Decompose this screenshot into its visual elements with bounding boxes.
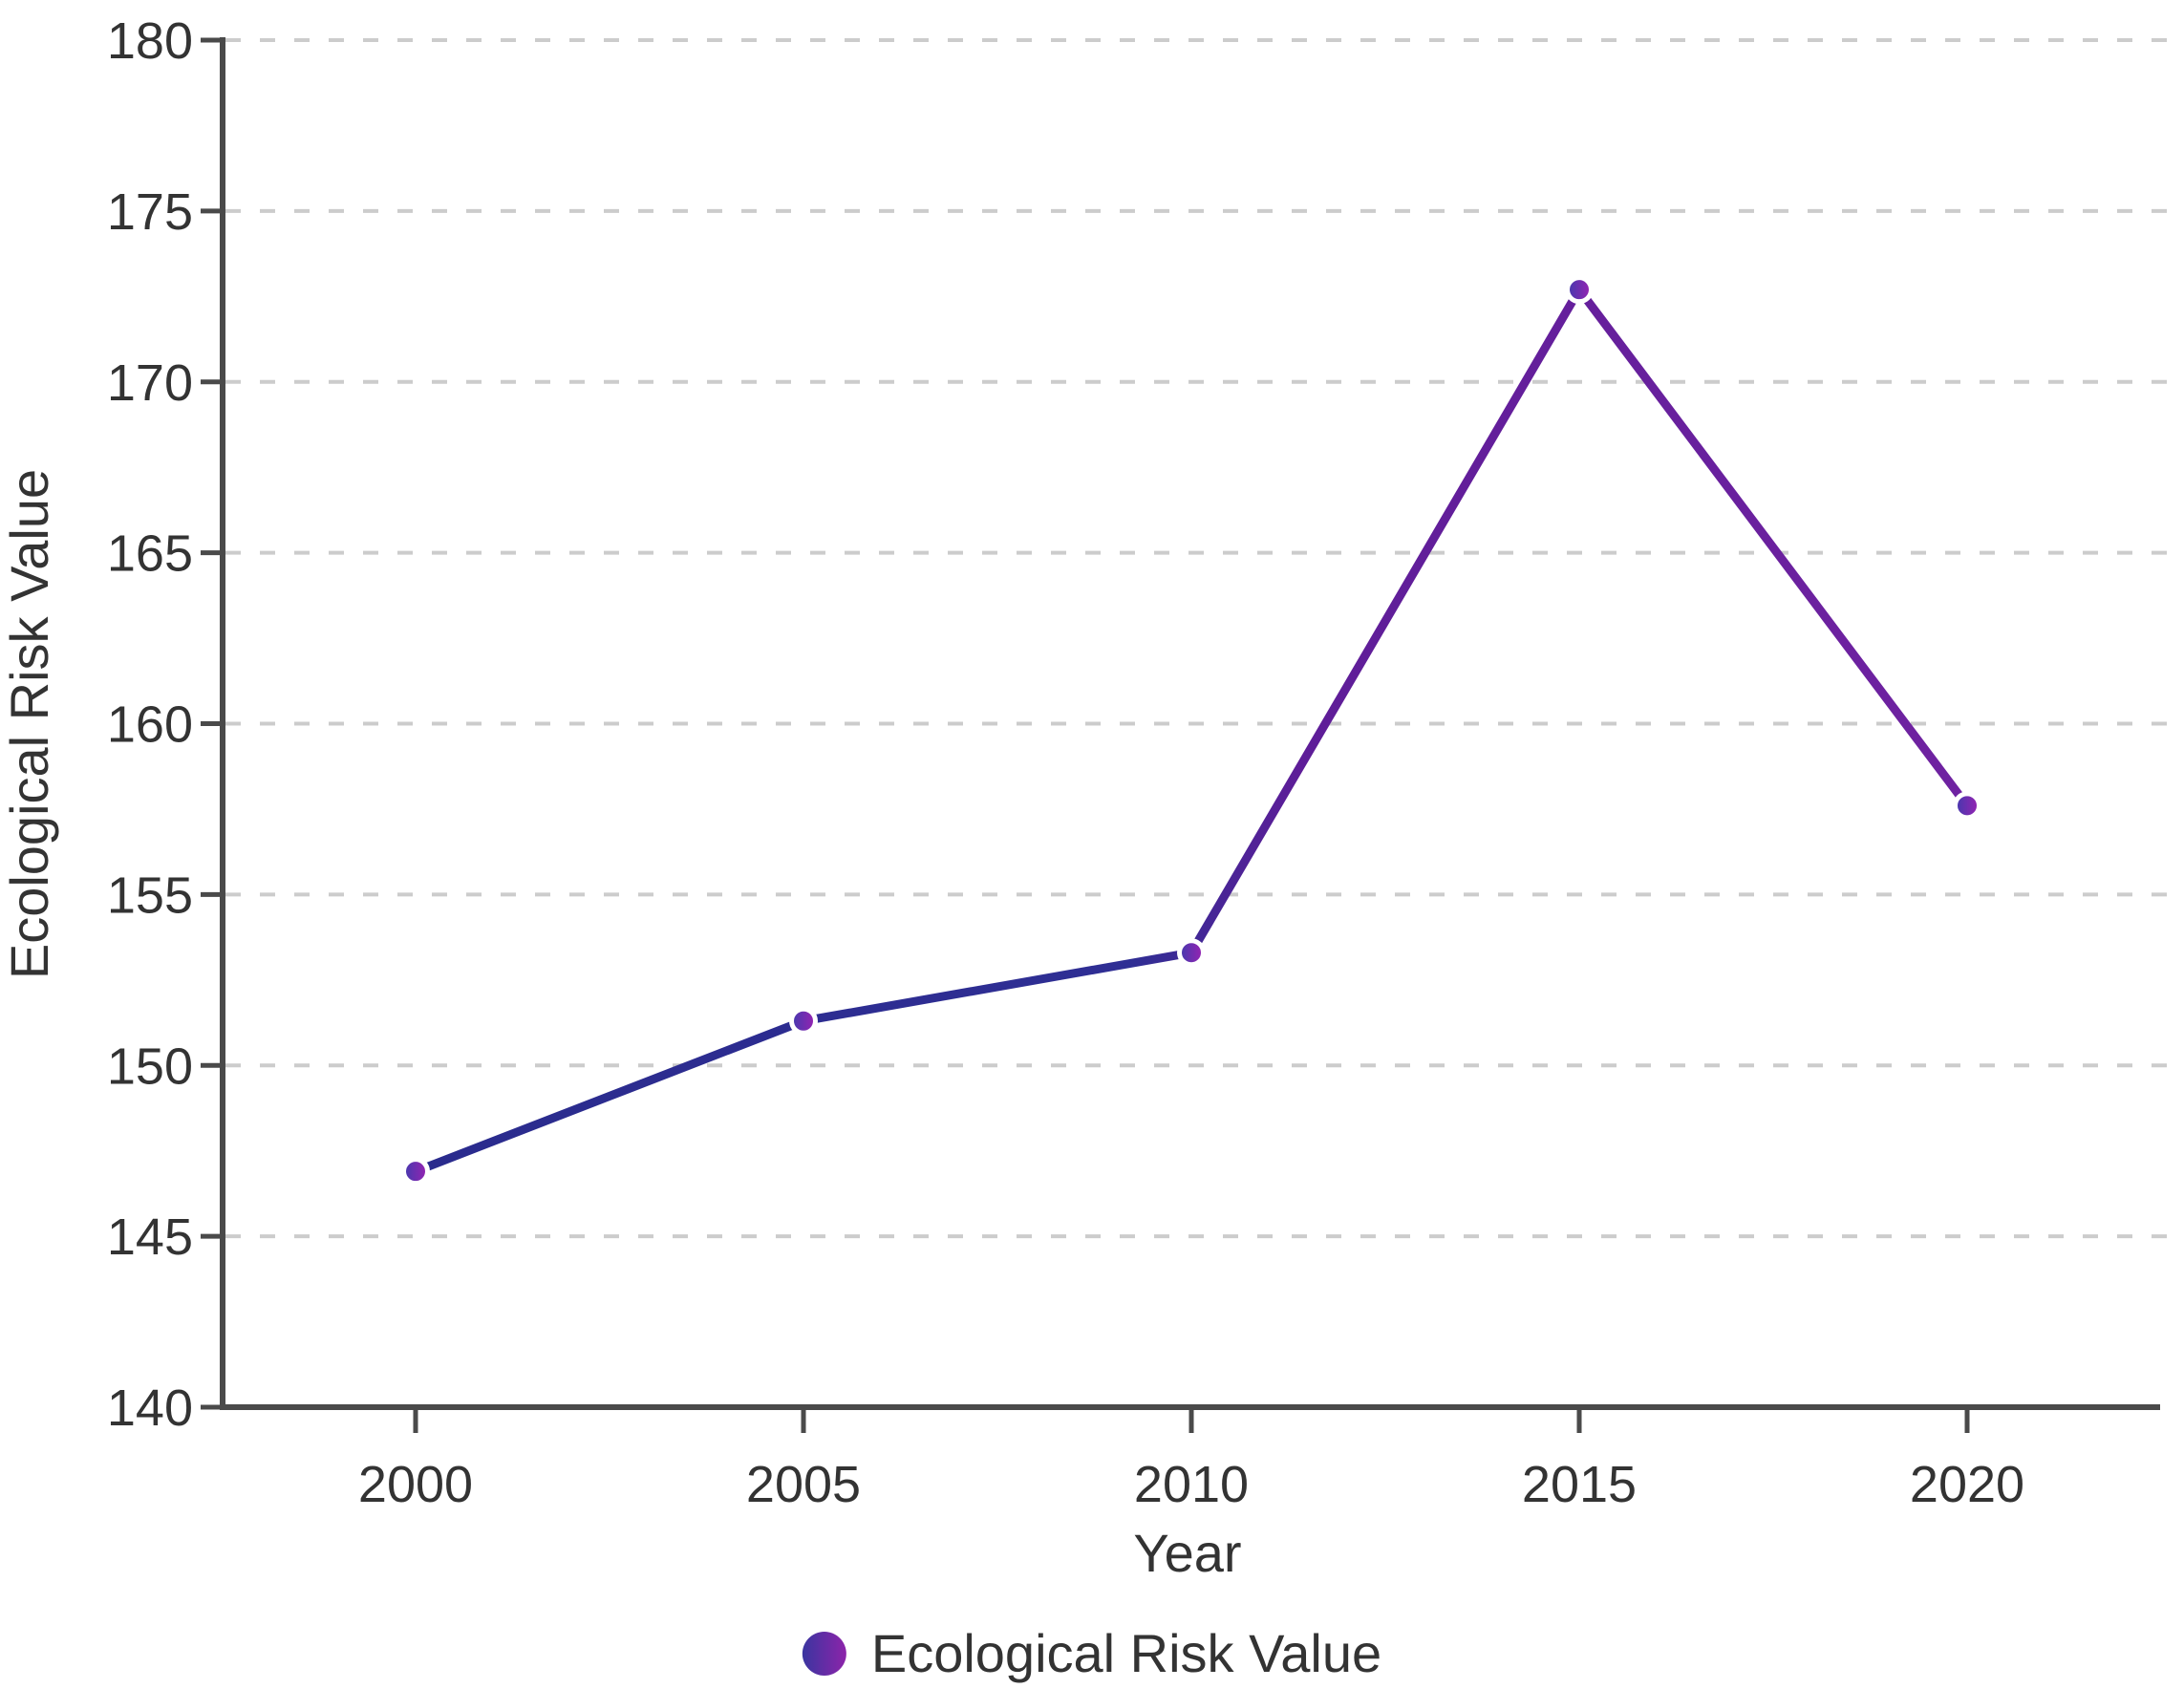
- y-tick-label: 150: [107, 1037, 193, 1095]
- x-tick-label: 2010: [1134, 1456, 1249, 1513]
- x-axis-title: Year: [1133, 1523, 1241, 1583]
- data-point-marker[interactable]: [1953, 791, 1981, 821]
- y-tick-label: 145: [107, 1208, 193, 1266]
- data-point-marker[interactable]: [1177, 938, 1206, 968]
- y-tick-label: 155: [107, 866, 193, 924]
- x-tick-label: 2015: [1522, 1456, 1637, 1513]
- y-axis-title: Ecological Risk Value: [0, 469, 59, 979]
- data-point-marker[interactable]: [1565, 275, 1594, 305]
- y-tick-label: 165: [107, 525, 193, 583]
- x-tick-label: 2000: [358, 1456, 473, 1513]
- y-tick-label: 170: [107, 354, 193, 412]
- data-point-marker[interactable]: [401, 1157, 430, 1187]
- y-tick-label: 140: [107, 1379, 193, 1437]
- legend-item[interactable]: Ecological Risk Value: [802, 1622, 1382, 1684]
- x-tick-label: 2005: [746, 1456, 861, 1513]
- y-tick-label: 160: [107, 696, 193, 754]
- data-series: [401, 275, 1981, 1187]
- data-point-marker[interactable]: [789, 1006, 818, 1036]
- x-tick-label: 2020: [1910, 1456, 2024, 1513]
- legend-label: Ecological Risk Value: [870, 1623, 1382, 1683]
- legend-marker-icon: [802, 1631, 846, 1676]
- series-line: [411, 285, 1972, 1176]
- gridlines: [225, 38, 2178, 1239]
- y-tick-label: 175: [107, 183, 193, 241]
- y-axis-ticks: 140 145 150 155 160 165 170 175 180: [107, 12, 223, 1437]
- y-tick-label: 180: [107, 12, 193, 70]
- x-axis-ticks: 2000 2005 2010 2015 2020: [358, 1410, 2024, 1513]
